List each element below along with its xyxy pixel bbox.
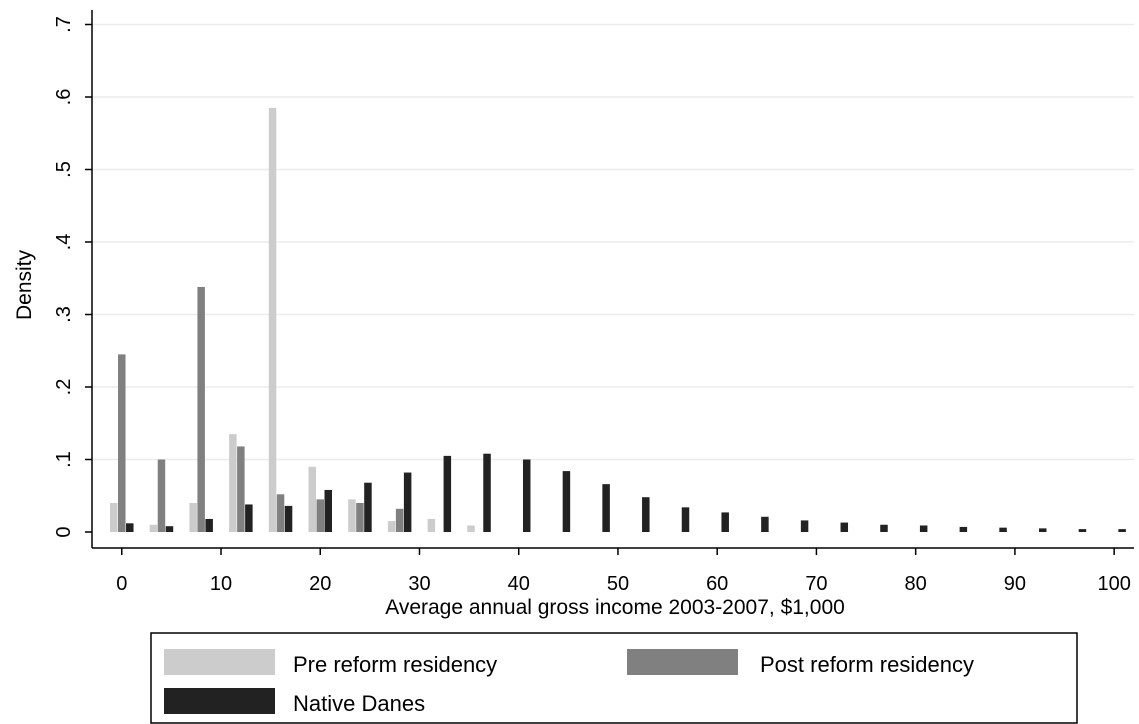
bar-s2-0: [126, 523, 134, 532]
bar-s0-2: [189, 503, 197, 532]
bar-s0-9: [467, 525, 475, 532]
bar-s2-12: [602, 484, 610, 532]
x-tick-label-5: 50: [607, 573, 629, 595]
legend-swatch-0: [164, 649, 275, 675]
legend-label-0: Pre reform residency: [293, 652, 497, 677]
tick-labels: 0 .1 .2 .3 .4 .5 .6 .7 0 10 20 30 40 50 60 70 80 90 100: [53, 16, 1131, 595]
bar-s0-0: [110, 503, 118, 532]
x-tick-label-0: 0: [116, 573, 127, 595]
bar-s2-9: [483, 453, 491, 532]
bar-s2-2: [205, 518, 213, 532]
bar-s2-1: [165, 526, 174, 532]
y-tick-label-2: .2: [53, 379, 75, 396]
y-tick-label-6: .6: [53, 89, 75, 106]
bar-s2-21: [959, 526, 968, 532]
bar-s0-1: [149, 524, 158, 532]
legend: Pre reform residency Post reform residenc…: [150, 632, 1078, 724]
x-tick-label-6: 60: [706, 573, 728, 595]
x-tick-label-4: 40: [508, 573, 530, 595]
y-tick-label-4: .4: [53, 234, 75, 251]
grid-lines: [92, 23, 1134, 461]
bar-s2-15: [721, 512, 729, 532]
x-tick-label-8: 80: [905, 573, 927, 595]
bar-s2-25: [1118, 529, 1126, 532]
bar-s2-5: [324, 489, 332, 532]
bar-s2-17: [800, 520, 809, 532]
bar-s2-16: [761, 516, 769, 532]
bar-s1-7: [395, 508, 404, 532]
legend-box: [150, 632, 1078, 724]
bar-s1-5: [316, 499, 324, 532]
bar-s2-22: [999, 527, 1007, 532]
bar-s2-10: [522, 459, 531, 532]
x-tick-label-7: 70: [805, 573, 827, 595]
legend-swatch-2: [164, 688, 275, 714]
y-tick-label-7: .7: [53, 16, 75, 33]
bar-s2-14: [681, 507, 690, 532]
y-tick-label-5: .5: [53, 161, 75, 178]
bar-s2-13: [642, 497, 650, 532]
x-axis-label: Average annual gross income 2003-2007, $…: [385, 596, 845, 619]
bar-s2-6: [364, 482, 372, 532]
bar-s0-3: [229, 434, 237, 532]
x-tick-label-9: 90: [1004, 573, 1026, 595]
legend-label-1: Post reform residency: [760, 652, 974, 677]
bar-s1-3: [237, 446, 245, 532]
x-tick-label-3: 30: [408, 573, 430, 595]
bar-s2-20: [919, 525, 928, 532]
bar-s2-3: [245, 504, 253, 532]
y-tick-label-1: .1: [53, 451, 75, 468]
bar-s0-8: [427, 518, 436, 532]
bar-s2-11: [562, 471, 571, 532]
bar-s2-23: [1039, 528, 1047, 532]
bar-s2-8: [443, 455, 452, 532]
x-tick-label-10: 100: [1097, 573, 1130, 595]
y-tick-label-0: 0: [53, 526, 75, 537]
y-tick-label-3: .3: [53, 306, 75, 323]
bar-s1-0: [118, 354, 126, 532]
bar-s1-1: [157, 459, 166, 532]
bar-s2-19: [880, 524, 888, 532]
x-tick-label-1: 10: [210, 573, 232, 595]
bar-s1-2: [197, 286, 205, 532]
bar-s0-7: [387, 521, 396, 532]
bar-s0-5: [308, 466, 316, 532]
bar-s0-6: [348, 499, 356, 532]
legend-label-2: Native Danes: [293, 691, 425, 716]
bar-s0-4: [268, 107, 277, 532]
x-tick-label-2: 20: [309, 573, 331, 595]
y-axis-label: Density: [13, 249, 36, 320]
bar-s1-4: [276, 494, 285, 532]
legend-swatch-1: [627, 649, 738, 675]
bar-s2-18: [840, 522, 849, 532]
bar-s1-6: [356, 503, 364, 532]
bar-s2-7: [403, 472, 412, 532]
bar-s2-4: [284, 505, 293, 532]
bar-s2-24: [1078, 529, 1087, 532]
axes: [85, 10, 1134, 555]
bars: [110, 107, 1126, 532]
